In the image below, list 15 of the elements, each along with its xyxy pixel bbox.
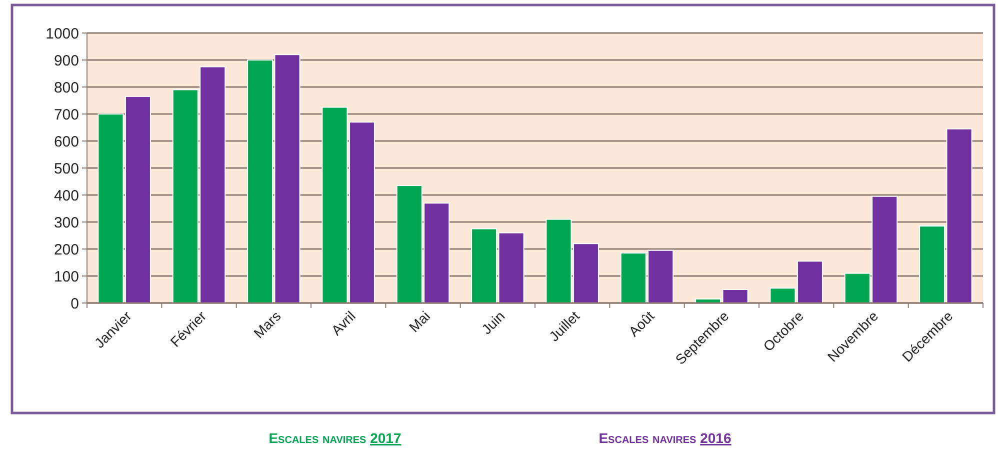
y-tick-label: 200 [54, 241, 79, 258]
y-tick-label: 300 [54, 214, 79, 232]
y-tick-label: 500 [54, 160, 79, 178]
text: Escales navires 2016 [598, 430, 732, 446]
y-tick-label: 1000 [46, 25, 79, 42]
y-tick-label: 400 [54, 187, 79, 204]
y-tick-label: 800 [54, 79, 79, 96]
y-tick-label: 900 [54, 52, 79, 70]
y-tick-label: 700 [54, 106, 79, 124]
x-tick-label: Mai [406, 308, 434, 336]
y-tick-label: 0 [70, 295, 79, 312]
text: Escales navires 2017 [268, 430, 402, 446]
y-tick-label: 100 [54, 268, 79, 286]
y-tick-label: 600 [54, 133, 79, 150]
x-tick-label: Juin [478, 308, 508, 338]
